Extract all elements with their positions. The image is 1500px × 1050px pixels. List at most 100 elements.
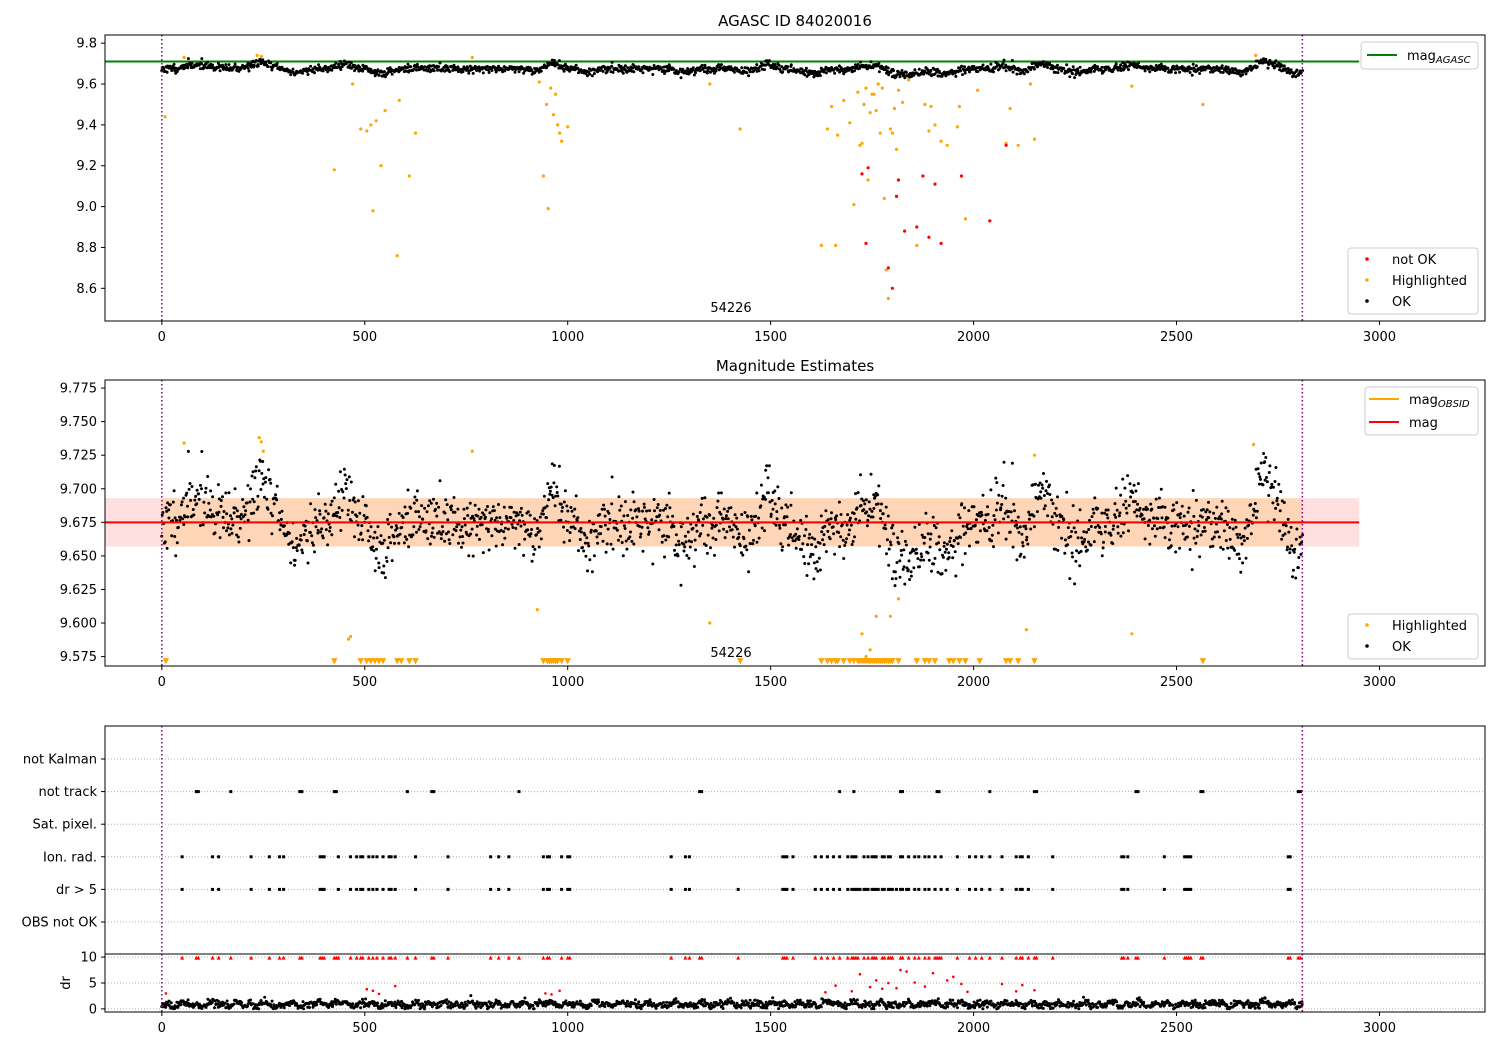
data-point	[1125, 511, 1129, 515]
data-point	[938, 71, 942, 75]
data-point	[703, 1004, 707, 1008]
data-point	[1201, 65, 1205, 69]
data-point	[475, 533, 479, 537]
data-point	[599, 525, 603, 529]
data-point	[550, 493, 554, 497]
data-point	[886, 66, 890, 70]
data-point	[752, 69, 755, 73]
data-point	[1270, 482, 1274, 486]
data-point	[514, 514, 518, 518]
data-point	[676, 554, 680, 558]
data-point	[1113, 513, 1117, 517]
data-point	[748, 70, 752, 74]
data-point	[574, 63, 578, 67]
data-point	[541, 512, 545, 516]
data-point	[896, 536, 900, 540]
flag-marker	[336, 855, 340, 859]
data-point	[626, 514, 630, 517]
flag-marker	[781, 887, 785, 891]
data-point	[490, 534, 494, 538]
data-point	[712, 516, 716, 520]
flag-marker	[381, 855, 385, 859]
data-point	[247, 539, 251, 543]
data-point	[848, 528, 851, 532]
data-point	[1060, 536, 1064, 540]
data-point	[602, 503, 606, 507]
data-point	[1090, 515, 1094, 519]
data-point	[256, 64, 260, 68]
flag-marker	[783, 855, 787, 859]
data-point	[1204, 518, 1208, 522]
data-point	[695, 515, 699, 518]
data-point	[1146, 507, 1149, 511]
data-point	[672, 525, 676, 528]
data-point	[526, 510, 530, 514]
data-point	[417, 528, 421, 531]
data-point	[327, 522, 331, 526]
data-point	[233, 487, 237, 491]
data-point	[165, 70, 169, 74]
data-point	[681, 67, 685, 71]
data-point	[623, 500, 627, 504]
data-point	[660, 540, 664, 544]
below-range-marker	[564, 658, 571, 665]
flag-marker	[819, 855, 823, 859]
data-point	[1010, 59, 1014, 62]
data-point	[934, 526, 938, 530]
data-point	[1201, 508, 1205, 511]
data-point	[842, 1004, 846, 1008]
obsid-label: 54226	[710, 301, 751, 316]
data-point	[599, 67, 603, 71]
data-point	[1087, 528, 1091, 531]
data-point	[1265, 476, 1268, 479]
data-point	[688, 1001, 692, 1005]
flag-marker	[1298, 790, 1302, 794]
data-point	[737, 532, 741, 536]
data-point	[859, 60, 862, 64]
data-point	[894, 194, 899, 198]
data-point	[256, 505, 260, 509]
data-point	[629, 530, 632, 534]
data-point	[552, 58, 556, 62]
data-point	[1200, 515, 1204, 519]
data-point	[811, 553, 815, 556]
data-point	[658, 508, 662, 512]
data-point	[563, 62, 567, 66]
data-point	[1174, 550, 1178, 554]
data-point	[1099, 68, 1103, 72]
legend-label: Highlighted	[1392, 274, 1467, 289]
flag-marker	[988, 790, 992, 794]
flag-marker	[1051, 855, 1055, 859]
data-point	[200, 487, 203, 491]
data-point	[1288, 551, 1292, 555]
data-point	[1056, 63, 1059, 67]
flag-marker	[905, 887, 909, 891]
y-tick-label: 9.625	[60, 583, 97, 598]
flag-marker	[322, 887, 326, 891]
data-point	[168, 64, 172, 68]
data-point	[677, 1005, 681, 1009]
data-point	[1114, 62, 1118, 66]
data-point	[229, 514, 232, 518]
data-point	[629, 1005, 633, 1008]
flag-marker	[862, 887, 866, 891]
data-point	[417, 510, 420, 514]
data-point	[169, 1001, 173, 1005]
estimate-points	[160, 436, 1305, 665]
data-point	[454, 529, 458, 533]
data-point	[1136, 482, 1140, 486]
data-point	[422, 1007, 426, 1011]
legend-label: OK	[1392, 295, 1411, 310]
data-point	[510, 65, 513, 69]
data-point	[674, 543, 678, 547]
data-point	[826, 529, 830, 533]
data-point	[332, 496, 336, 500]
data-point	[674, 533, 678, 537]
data-point	[708, 621, 712, 625]
data-point	[204, 486, 208, 490]
data-point	[370, 548, 374, 551]
data-point	[1249, 532, 1253, 536]
data-point	[212, 514, 216, 518]
data-point	[847, 533, 851, 537]
data-point	[211, 63, 215, 67]
